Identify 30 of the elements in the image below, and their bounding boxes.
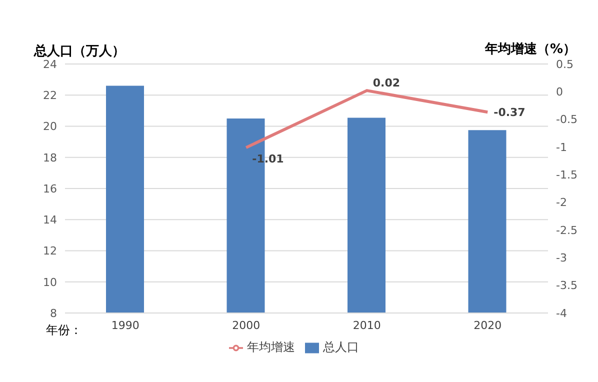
- x-tick-label: 1990: [111, 318, 140, 332]
- y-tick-label: 20: [43, 120, 57, 134]
- y2-tick-label: -0.5: [556, 113, 578, 126]
- y2-tick-label: -4: [556, 306, 567, 320]
- legend-label: 总人口: [323, 340, 359, 354]
- y2-tick-label: -2.5: [556, 224, 578, 237]
- y-axis-title: 总人口（万人）: [34, 43, 125, 60]
- y2-tick-label: 0.5: [556, 58, 574, 71]
- y2-axis-title: 年均增速（%）: [484, 41, 576, 58]
- y-tick-label: 10: [43, 276, 57, 289]
- y2-tick-label: -3: [556, 252, 567, 265]
- y2-tick-label: -1.5: [556, 168, 578, 182]
- y2-tick-label: -3.5: [556, 279, 578, 292]
- data-label: -0.37: [494, 106, 526, 120]
- y-tick-label: 8: [50, 306, 57, 320]
- x-tick-label: 2020: [474, 318, 502, 332]
- y-tick-label: 24: [43, 58, 57, 71]
- y-tick-label: 14: [43, 214, 57, 227]
- x-tick-label: 2000: [232, 318, 260, 332]
- x-tick-label: 2010: [352, 318, 381, 332]
- y-tick-label: 12: [43, 244, 57, 258]
- data-label: 0.02: [372, 76, 400, 90]
- x-axis-title: 年份：: [46, 322, 82, 339]
- y2-tick-label: -1: [556, 140, 567, 154]
- y-tick-label: 18: [43, 151, 57, 164]
- legend-label: 年均增速: [247, 340, 295, 354]
- y2-tick-label: 0: [556, 86, 563, 99]
- y-tick-label: 22: [43, 89, 57, 102]
- y-tick-label: 16: [43, 182, 57, 196]
- y2-tick-label: -2: [556, 196, 567, 210]
